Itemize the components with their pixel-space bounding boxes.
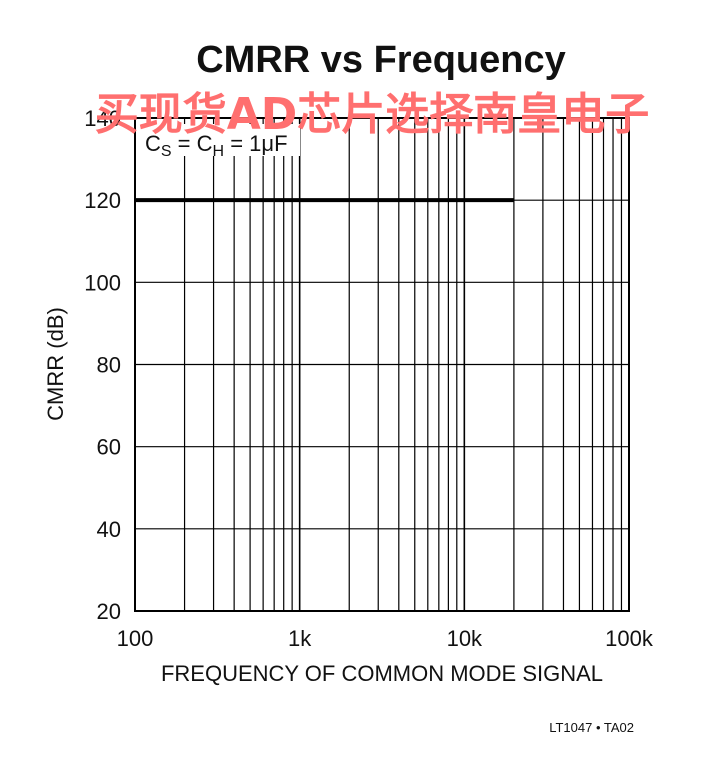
x-tick-label: 100	[117, 626, 154, 651]
x-axis-label: FREQUENCY OF COMMON MODE SIGNAL	[161, 661, 603, 686]
x-tick-label: 1k	[288, 626, 312, 651]
y-axis-label: CMRR (dB)	[43, 307, 68, 421]
annotation-base: C	[145, 131, 161, 156]
capacitor-annotation: CS = CH = 1μF	[140, 124, 300, 160]
x-tick-label: 10k	[447, 626, 483, 651]
annotation-sub1: S	[161, 143, 172, 160]
y-tick-label: 120	[84, 188, 121, 213]
x-tick-labels: 100 1k 10k 100k	[117, 626, 654, 651]
x-tick-label: 100k	[605, 626, 654, 651]
figure-code: LT1047 • TA02	[549, 720, 634, 735]
annotation-background	[140, 124, 300, 156]
plot-grid	[135, 118, 629, 611]
y-tick-label: 80	[97, 353, 121, 378]
y-tick-label: 140	[84, 106, 121, 131]
plot-area-border	[134, 117, 630, 612]
watermark-text: 买现货AD芯片选择南皇电子	[95, 89, 650, 140]
y-tick-label: 40	[97, 517, 121, 542]
y-tick-labels: 20 40 60 80 100 120 140	[84, 106, 121, 624]
annotation-tail: = 1μF	[224, 131, 287, 156]
chart-title: CMRR vs Frequency	[196, 39, 566, 81]
annotation-mid: = C	[172, 131, 213, 156]
annotation-text: CS = CH = 1μF	[145, 131, 288, 160]
y-tick-label: 60	[97, 435, 121, 460]
annotation-sub2: H	[213, 143, 225, 160]
y-tick-label: 20	[97, 599, 121, 624]
y-tick-label: 100	[84, 270, 121, 295]
